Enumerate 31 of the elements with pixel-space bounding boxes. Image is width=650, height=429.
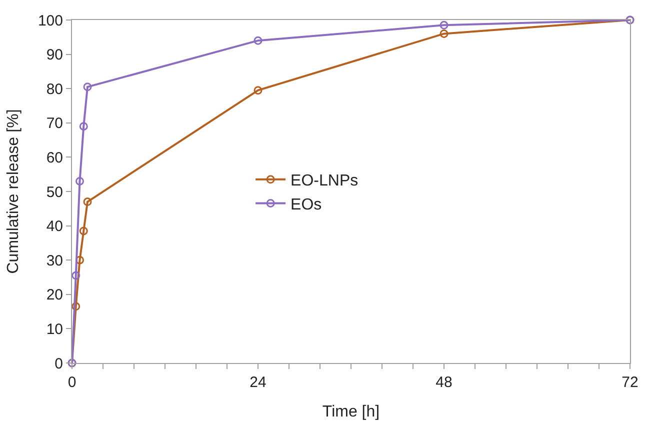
y-tick-label: 100 [38, 12, 63, 30]
point [83, 198, 92, 206]
y-tick-label: 80 [46, 80, 63, 98]
point [254, 36, 262, 45]
point [254, 86, 262, 95]
legend-label: EOs [290, 196, 322, 214]
y-tick-label: 90 [46, 46, 63, 64]
x-tick-label: 24 [250, 374, 266, 391]
x-axis-title: Time [h] [322, 404, 380, 421]
y-tick-label: 70 [46, 115, 63, 132]
y-tick-label: 20 [46, 286, 63, 304]
y-tick-label: 60 [46, 149, 63, 166]
point [440, 20, 448, 30]
point [79, 122, 88, 131]
point [83, 82, 92, 92]
y-tick-label: 10 [46, 320, 63, 338]
y-tick-label: 0 [54, 355, 63, 372]
point [72, 271, 80, 280]
y-tick-label: 40 [46, 218, 63, 236]
point [440, 29, 448, 38]
point [76, 256, 84, 264]
x-tick-label: 72 [622, 374, 638, 391]
x-tick-label: 0 [68, 374, 76, 391]
x-tick-label: 48 [436, 374, 452, 391]
point [76, 176, 84, 186]
y-tick-label: 50 [46, 184, 63, 201]
legend-label: EO-LNPs [290, 172, 358, 190]
point [79, 226, 88, 236]
point [72, 302, 80, 311]
y-axis-title: Cumulative release [%] [4, 109, 22, 274]
y-tick-label: 30 [46, 252, 63, 270]
